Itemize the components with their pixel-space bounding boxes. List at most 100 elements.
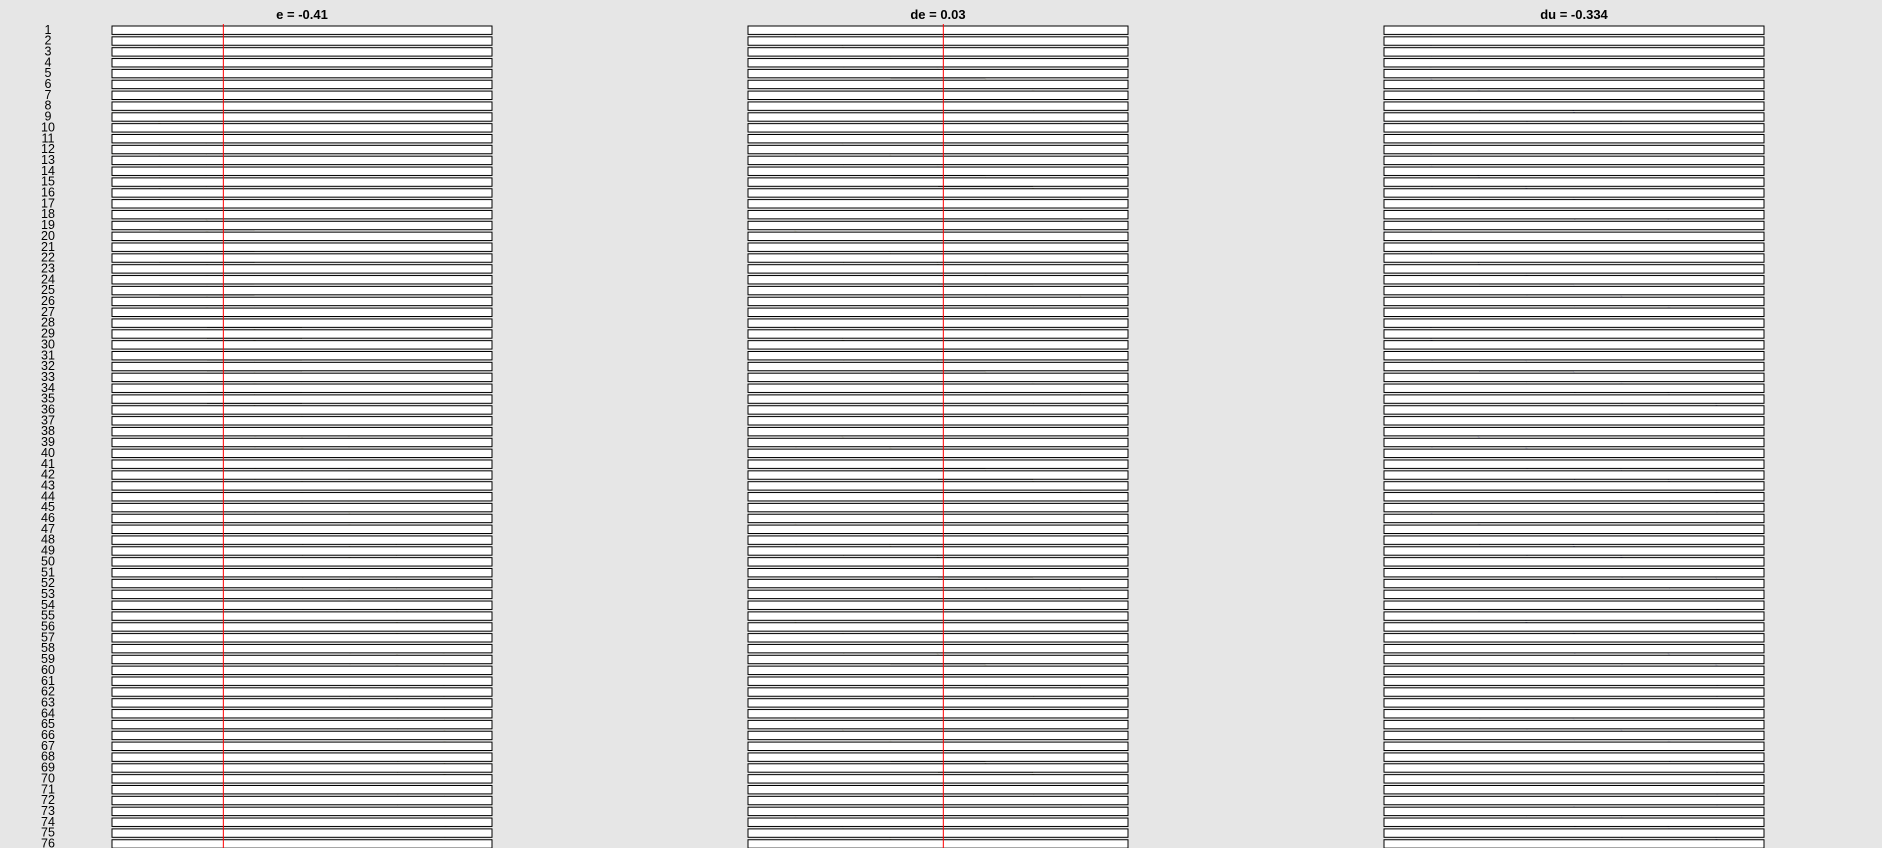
rule-number: 13 [41, 153, 55, 167]
rule-number: 5 [45, 66, 52, 80]
rule-box [111, 643, 493, 654]
rule-box [1383, 361, 1765, 372]
rule-box [747, 144, 1129, 155]
rule-box [111, 752, 493, 762]
rule-box [1383, 437, 1765, 448]
rule-box [1383, 643, 1765, 654]
rule-box [747, 752, 1129, 762]
rule-box [747, 90, 1129, 100]
rule-box [111, 68, 493, 79]
rule-box [1383, 47, 1765, 57]
rule-number: 40 [41, 446, 55, 460]
rule-number: 16 [41, 186, 55, 200]
rule-number: 43 [41, 478, 55, 492]
rule-box [1383, 220, 1765, 231]
rule-number: 45 [41, 500, 55, 514]
rule-box [1383, 351, 1765, 361]
rule-box [1383, 502, 1765, 513]
rule-box [111, 307, 493, 318]
rule-box [111, 589, 493, 600]
rule-box [1383, 329, 1765, 339]
rule-number: 27 [41, 305, 55, 319]
rule-box [747, 470, 1129, 480]
rule-box [111, 372, 493, 383]
rule-number: 26 [41, 294, 55, 308]
rule-number: 10 [41, 120, 55, 134]
rule-number: 33 [41, 370, 55, 384]
rule-box [1383, 416, 1765, 426]
rule-box [111, 242, 493, 252]
rule-box [111, 177, 493, 187]
rule-box [747, 839, 1129, 848]
rule-box [747, 546, 1129, 556]
rule-box [747, 134, 1129, 144]
rule-number: 71 [41, 782, 55, 796]
rule-number: 20 [41, 229, 55, 243]
rule-box [747, 524, 1129, 534]
rule-box [111, 25, 493, 35]
rule-number: 4 [45, 55, 52, 69]
rule-box [111, 383, 493, 393]
rule-box [111, 220, 493, 231]
rule-number: 59 [41, 652, 55, 666]
rule-number: 63 [41, 695, 55, 709]
rule-number: 25 [41, 283, 55, 297]
rule-box [111, 405, 493, 415]
rule-box [1383, 79, 1765, 90]
rule-box [1383, 492, 1765, 502]
rule-box [747, 633, 1129, 643]
rule-number: 11 [42, 131, 55, 145]
rule-box [1383, 405, 1765, 415]
rule-number: 68 [41, 750, 55, 764]
rule-box [1383, 383, 1765, 393]
rule-box [747, 307, 1129, 318]
rule-box [747, 36, 1129, 46]
rule-box [111, 112, 493, 122]
rule-box [747, 763, 1129, 773]
rule-box [747, 372, 1129, 383]
rule-box [111, 296, 493, 307]
rule-number: 75 [41, 826, 55, 840]
rule-box [747, 426, 1129, 437]
rule-box [747, 557, 1129, 567]
rule-number: 34 [41, 381, 55, 395]
rule-box [747, 264, 1129, 274]
rule-box [747, 188, 1129, 198]
rule-box [111, 329, 493, 339]
rule-number: 14 [41, 164, 55, 178]
rule-box [1383, 633, 1765, 643]
rule-box [1383, 340, 1765, 350]
rule-box [111, 188, 493, 198]
rule-number: 50 [41, 554, 55, 568]
rule-number: 15 [41, 175, 55, 189]
rule-number: 46 [41, 511, 55, 525]
rule-number: 73 [41, 804, 55, 818]
rule-box [111, 481, 493, 491]
rule-number: 39 [41, 435, 55, 449]
rule-number: 23 [41, 261, 55, 275]
rule-box [111, 155, 493, 166]
rule-box [111, 578, 493, 589]
rule-box [1383, 806, 1765, 817]
rule-box [111, 36, 493, 46]
rule-box [1383, 426, 1765, 437]
rule-box [111, 253, 493, 263]
rule-box [111, 340, 493, 350]
rule-number: 19 [41, 218, 55, 232]
rule-box [747, 481, 1129, 491]
rule-box [747, 535, 1129, 545]
rule-number: 17 [41, 196, 55, 210]
rule-box [111, 839, 493, 848]
rule-box [1383, 166, 1765, 176]
rule-box [747, 220, 1129, 231]
rule-box [1383, 275, 1765, 285]
rule-number: 47 [41, 522, 55, 536]
rule-box [111, 101, 493, 111]
rule-box [1383, 394, 1765, 404]
rule-number: 64 [41, 706, 55, 720]
rule-box [111, 654, 493, 665]
rule-number: 61 [41, 674, 55, 688]
rule-number: 53 [41, 587, 55, 601]
rule-number: 62 [41, 685, 55, 699]
rule-number: 8 [45, 99, 52, 113]
